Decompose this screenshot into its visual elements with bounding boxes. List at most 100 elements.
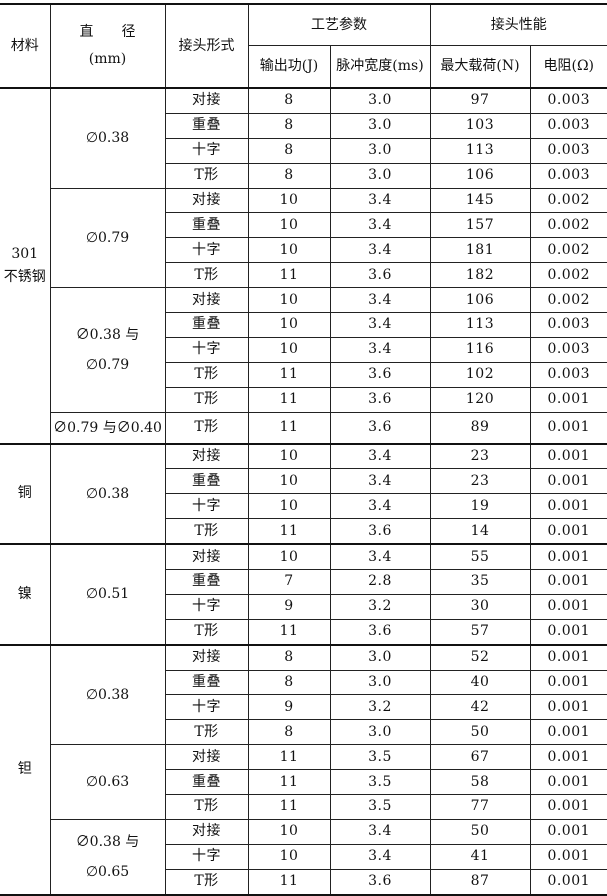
max-load-cell: 35 bbox=[429, 569, 531, 595]
output-energy-cell: 8 bbox=[247, 86, 331, 114]
table-row: 钽 ∅0.38 对接 8 3.0 52 0.001 bbox=[0, 643, 607, 896]
pulse-width-cell: 3.4 bbox=[329, 442, 431, 470]
output-energy-cell: 10 bbox=[247, 468, 331, 495]
table-row: T形 11 3.6 182 0.002 bbox=[0, 262, 607, 289]
header-output-energy: 输出功(J) bbox=[247, 45, 331, 89]
max-load-cell: 145 bbox=[429, 187, 531, 214]
welding-parameters-table: 材料 直 径 (mm) 接头形式 工艺参数 接头性能 输出功(J) 脉冲宽度(m… bbox=[0, 3, 607, 896]
max-load-cell: 102 bbox=[429, 361, 531, 388]
resistance-cell: 0.001 bbox=[529, 818, 607, 845]
output-energy-cell: 11 bbox=[247, 386, 331, 413]
joint-type-cell: T形 bbox=[164, 162, 249, 189]
resistance-cell: 0.003 bbox=[529, 112, 607, 139]
resistance-cell: 0.002 bbox=[529, 262, 607, 289]
resistance-cell: 0.003 bbox=[529, 162, 607, 189]
joint-type-cell: 十字 bbox=[164, 137, 249, 164]
diameter-cell: ∅0.38 与 ∅0.65 bbox=[49, 818, 166, 896]
output-energy-cell: 8 bbox=[247, 112, 331, 139]
header-resistance: 电阻(Ω) bbox=[529, 45, 607, 89]
table-row: 镍 ∅0.51 对接 10 3.4 55 0.001 bbox=[0, 543, 607, 646]
joint-type-cell: T形 bbox=[164, 262, 249, 289]
pulse-width-cell: 3.4 bbox=[329, 237, 431, 264]
resistance-cell: 0.001 bbox=[529, 618, 607, 646]
table-row: 重叠 10 3.4 113 0.003 bbox=[0, 312, 607, 338]
max-load-cell: 113 bbox=[429, 312, 531, 338]
pulse-width-cell: 3.5 bbox=[329, 769, 431, 796]
diameter-cell: ∅0.38 bbox=[49, 442, 166, 545]
resistance-cell: 0.001 bbox=[529, 744, 607, 771]
output-energy-cell: 8 bbox=[247, 669, 331, 696]
table-row: 铜 ∅0.38 对接 10 3.4 23 0.001 bbox=[0, 442, 607, 545]
resistance-cell: 0.001 bbox=[529, 719, 607, 746]
joint-type-cell: T形 bbox=[164, 719, 249, 746]
material-cell: 镍 bbox=[0, 543, 51, 646]
resistance-cell: 0.001 bbox=[529, 386, 607, 413]
joint-type-cell: 十字 bbox=[164, 843, 249, 870]
resistance-cell: 0.001 bbox=[529, 442, 607, 470]
output-energy-cell: 8 bbox=[247, 137, 331, 164]
table-row: 重叠 8 3.0 40 0.001 bbox=[0, 669, 607, 696]
output-energy-cell: 8 bbox=[247, 162, 331, 189]
max-load-cell: 57 bbox=[429, 618, 531, 646]
output-energy-cell: 10 bbox=[247, 187, 331, 214]
header-diameter: 直 径 (mm) bbox=[49, 3, 166, 89]
resistance-cell: 0.001 bbox=[529, 843, 607, 870]
table-row: ∅0.63 对接 11 3.5 67 0.001 bbox=[0, 744, 607, 820]
max-load-cell: 87 bbox=[429, 868, 531, 896]
max-load-cell: 50 bbox=[429, 818, 531, 845]
table-row: T形 8 3.0 106 0.003 bbox=[0, 162, 607, 189]
pulse-width-cell: 3.4 bbox=[329, 493, 431, 520]
table-row: 十字 10 3.4 181 0.002 bbox=[0, 237, 607, 264]
pulse-width-cell: 3.0 bbox=[329, 112, 431, 139]
output-energy-cell: 8 bbox=[247, 643, 331, 671]
joint-type-cell: 十字 bbox=[164, 237, 249, 264]
resistance-cell: 0.001 bbox=[529, 868, 607, 896]
pulse-width-cell: 3.2 bbox=[329, 593, 431, 620]
output-energy-cell: 10 bbox=[247, 287, 331, 314]
max-load-cell: 181 bbox=[429, 237, 531, 264]
resistance-cell: 0.001 bbox=[529, 643, 607, 671]
pulse-width-cell: 3.4 bbox=[329, 468, 431, 495]
joint-type-cell: T形 bbox=[164, 386, 249, 413]
output-energy-cell: 10 bbox=[247, 336, 331, 363]
max-load-cell: 55 bbox=[429, 543, 531, 571]
output-energy-cell: 11 bbox=[247, 618, 331, 646]
resistance-cell: 0.002 bbox=[529, 187, 607, 214]
max-load-cell: 19 bbox=[429, 493, 531, 520]
diameter-cell: ∅0.79 bbox=[49, 187, 166, 289]
joint-type-cell: 对接 bbox=[164, 187, 249, 214]
max-load-cell: 106 bbox=[429, 162, 531, 189]
pulse-width-cell: 3.4 bbox=[329, 287, 431, 314]
joint-type-cell: 重叠 bbox=[164, 112, 249, 139]
resistance-cell: 0.001 bbox=[529, 543, 607, 571]
joint-type-cell: 十字 bbox=[164, 593, 249, 620]
output-energy-cell: 10 bbox=[247, 543, 331, 571]
output-energy-cell: 11 bbox=[247, 769, 331, 796]
pulse-width-cell: 3.6 bbox=[329, 386, 431, 413]
output-energy-cell: 11 bbox=[247, 744, 331, 771]
max-load-cell: 23 bbox=[429, 442, 531, 470]
joint-type-cell: T形 bbox=[164, 794, 249, 820]
pulse-width-cell: 3.6 bbox=[329, 361, 431, 388]
joint-type-cell: T形 bbox=[164, 411, 249, 445]
table-row: 重叠 11 3.5 58 0.001 bbox=[0, 769, 607, 796]
table-row: 十字 10 3.4 116 0.003 bbox=[0, 336, 607, 363]
joint-type-cell: 对接 bbox=[164, 442, 249, 470]
max-load-cell: 40 bbox=[429, 669, 531, 696]
resistance-cell: 0.002 bbox=[529, 237, 607, 264]
resistance-cell: 0.003 bbox=[529, 86, 607, 114]
resistance-cell: 0.003 bbox=[529, 312, 607, 338]
max-load-cell: 77 bbox=[429, 794, 531, 820]
pulse-width-cell: 3.4 bbox=[329, 336, 431, 363]
joint-type-cell: 重叠 bbox=[164, 212, 249, 239]
material-cell: 301 不锈钢 bbox=[0, 87, 51, 445]
output-energy-cell: 11 bbox=[247, 868, 331, 896]
joint-type-cell: 重叠 bbox=[164, 569, 249, 595]
pulse-width-cell: 3.0 bbox=[329, 643, 431, 671]
table-row: 重叠 10 3.4 157 0.002 bbox=[0, 212, 607, 239]
joint-type-cell: 对接 bbox=[164, 818, 249, 845]
resistance-cell: 0.001 bbox=[529, 468, 607, 495]
max-load-cell: 182 bbox=[429, 262, 531, 289]
max-load-cell: 30 bbox=[429, 593, 531, 620]
pulse-width-cell: 3.4 bbox=[329, 312, 431, 338]
